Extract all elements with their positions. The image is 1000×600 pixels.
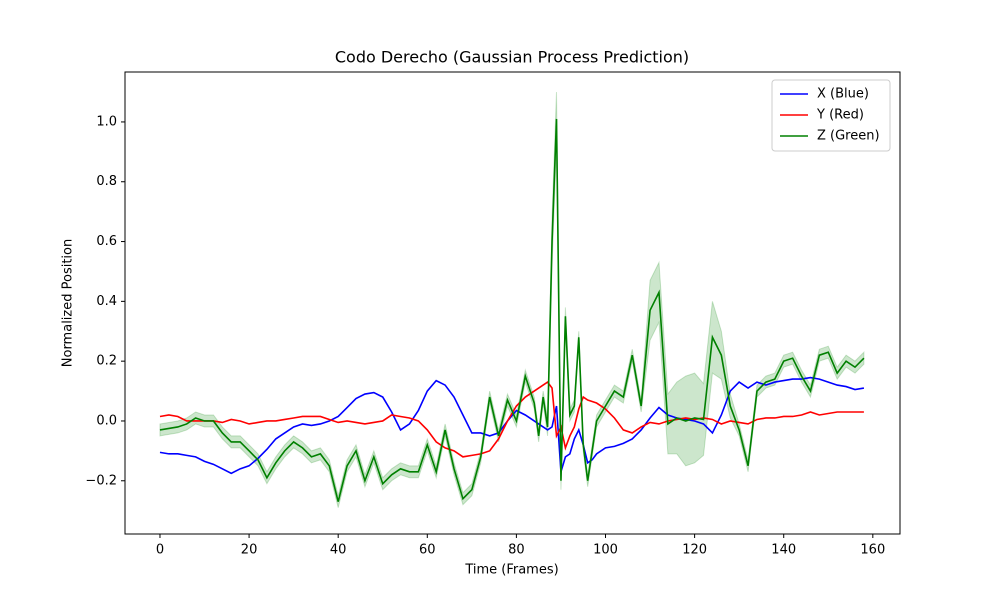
y-tick-label: 0.4 — [96, 294, 117, 309]
x-tick-label: 80 — [508, 543, 525, 558]
series-line — [159, 118, 865, 502]
legend-label: Y (Red) — [816, 108, 864, 123]
x-tick-label: 20 — [241, 543, 258, 558]
y-tick-label: 0.6 — [96, 234, 117, 249]
legend-label: Z (Green) — [817, 129, 880, 144]
y-axis-label: Normalized Position — [61, 239, 76, 367]
y-tick-label: 0.8 — [96, 174, 117, 189]
x-tick-label: 60 — [419, 543, 436, 558]
plot-frame — [124, 71, 901, 535]
x-axis-label: Time (Frames) — [464, 563, 558, 578]
legend-label: X (Blue) — [817, 87, 869, 102]
chart-title: Codo Derecho (Gaussian Process Predictio… — [335, 48, 689, 67]
y-tick-label: −0.2 — [85, 473, 117, 488]
x-tick-label: 100 — [593, 543, 618, 558]
x-tick-label: 160 — [860, 543, 885, 558]
x-tick-label: 40 — [330, 543, 347, 558]
x-tick-label: 0 — [156, 543, 164, 558]
series-line — [159, 376, 865, 475]
legend-box — [771, 79, 891, 152]
y-tick-label: 1.0 — [96, 114, 117, 129]
x-tick-label: 120 — [682, 543, 707, 558]
y-tick-label: 0.2 — [96, 354, 117, 369]
confidence-band — [159, 92, 865, 508]
y-tick-label: 0.0 — [96, 413, 117, 428]
x-tick-label: 140 — [771, 543, 796, 558]
